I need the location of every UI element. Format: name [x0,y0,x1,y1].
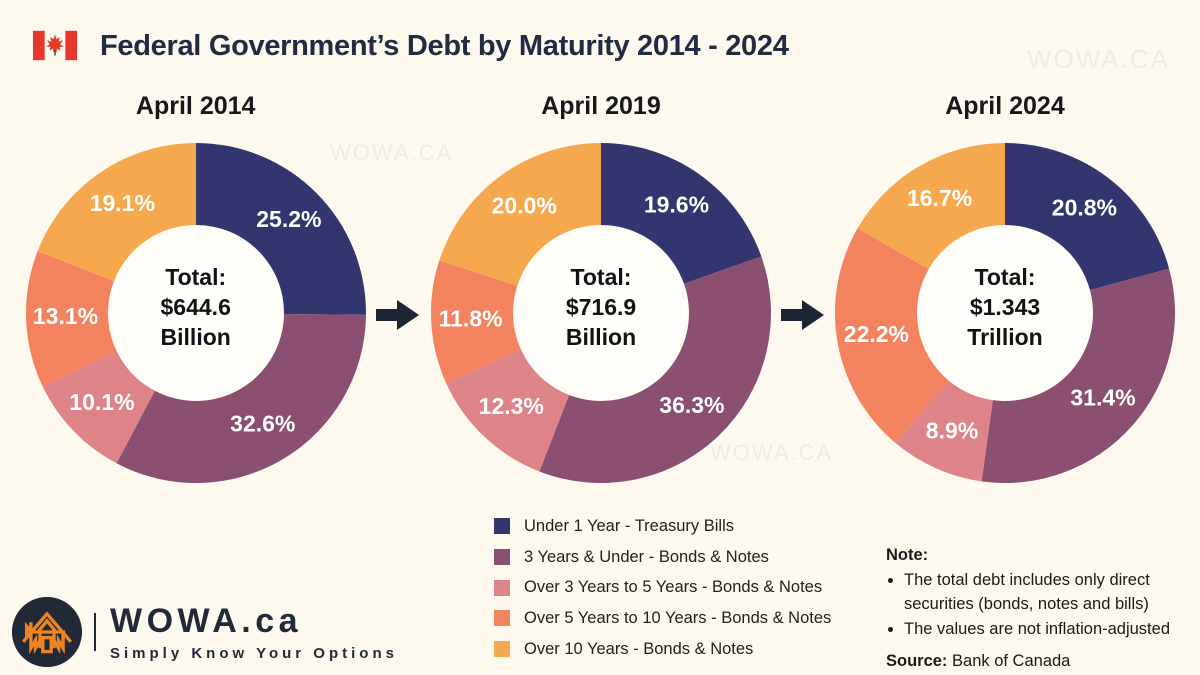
svg-text:36.3%: 36.3% [659,392,724,418]
svg-text:10.1%: 10.1% [69,389,134,415]
svg-text:31.4%: 31.4% [1070,384,1135,410]
svg-text:20.8%: 20.8% [1052,194,1117,220]
svg-text:8.9%: 8.9% [926,417,978,443]
svg-text:12.3%: 12.3% [479,393,544,419]
svg-text:19.1%: 19.1% [89,190,154,216]
svg-text:25.2%: 25.2% [256,206,321,232]
svg-text:20.0%: 20.0% [492,192,557,218]
svg-text:13.1%: 13.1% [33,303,98,329]
svg-text:11.8%: 11.8% [439,305,503,331]
svg-text:22.2%: 22.2% [844,321,909,347]
svg-text:32.6%: 32.6% [230,410,295,436]
svg-text:16.7%: 16.7% [907,185,972,211]
svg-text:19.6%: 19.6% [644,191,709,217]
